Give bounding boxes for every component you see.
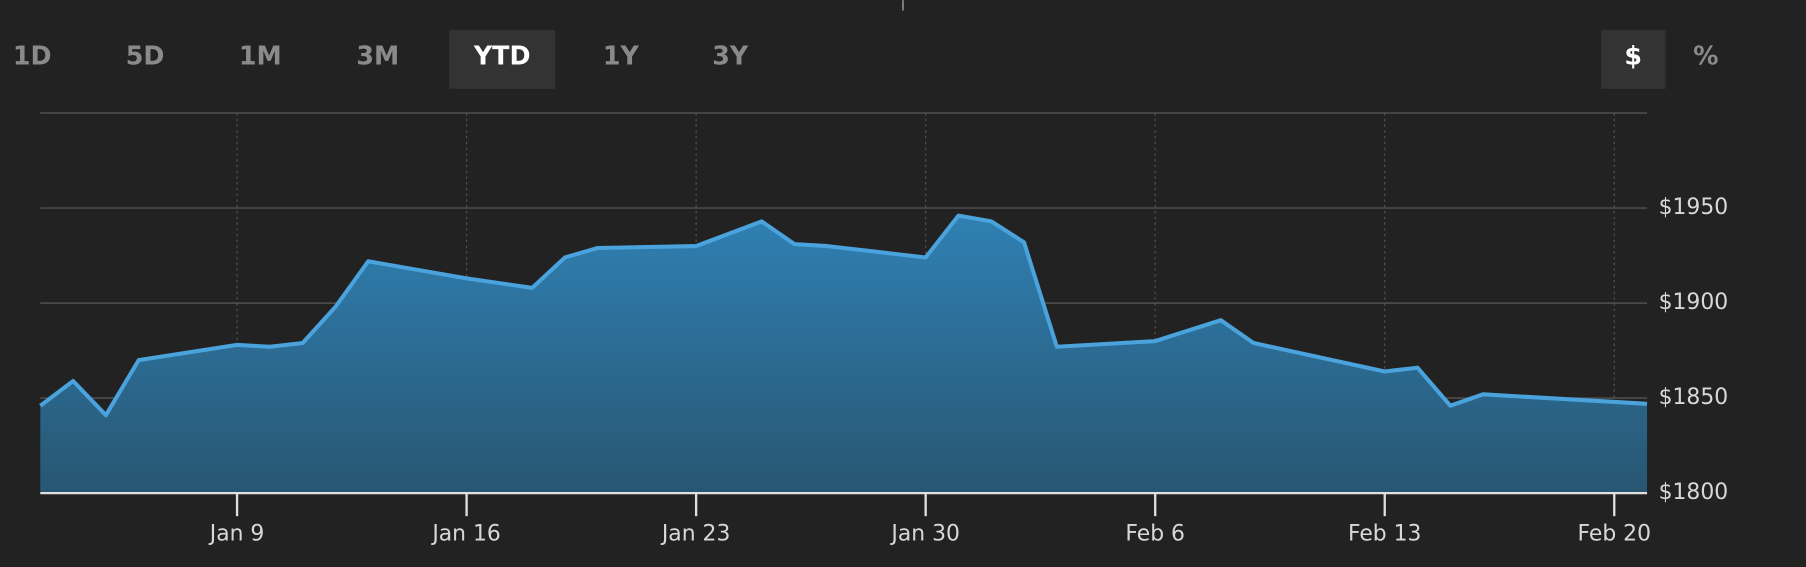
range-button[interactable]: YTD <box>473 41 531 71</box>
y-tick-label: $1900 <box>1659 290 1729 315</box>
range-button[interactable]: 5D <box>126 41 165 71</box>
x-tick-label: Feb 20 <box>1577 522 1651 547</box>
y-tick-label: $1800 <box>1659 480 1729 505</box>
unit-button[interactable]: % <box>1693 41 1718 71</box>
unit-button[interactable]: $ <box>1624 41 1642 71</box>
x-tick-label: Feb 6 <box>1125 522 1185 547</box>
x-tick-label: Feb 13 <box>1348 522 1422 547</box>
range-button[interactable]: 1Y <box>603 41 640 71</box>
x-tick-label: Jan 16 <box>430 522 501 547</box>
x-tick-label: Jan 30 <box>889 522 960 547</box>
range-button[interactable]: 1D <box>13 41 52 71</box>
line <box>39 213 1648 418</box>
range-button[interactable]: 3Y <box>712 41 749 71</box>
range-button-bg[interactable] <box>449 30 556 89</box>
y-tick-label: $1950 <box>1659 195 1729 220</box>
range-button[interactable]: 3M <box>356 41 399 71</box>
range-button[interactable]: 1M <box>239 41 282 71</box>
x-tick-label: Jan 23 <box>660 522 731 547</box>
area <box>40 215 1648 494</box>
x-tick-label: Jan 9 <box>208 522 265 547</box>
unit-button-bg[interactable] <box>1600 30 1666 89</box>
y-tick-label: $1850 <box>1659 385 1729 410</box>
